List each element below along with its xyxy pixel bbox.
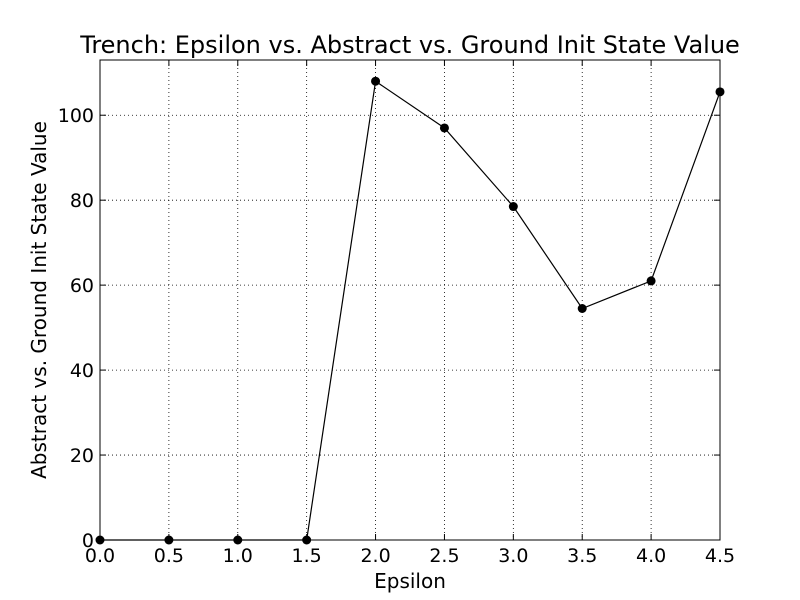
ticks: 0.0 0.5 1.0 1.5 2.0 2.5 3.0 3.5 4.0 4.5 0 20 40 60 80 1… bbox=[58, 60, 735, 567]
series-layer bbox=[95, 76, 725, 545]
grid bbox=[100, 60, 720, 540]
y-tick-label: 20 bbox=[70, 445, 94, 467]
series-line bbox=[100, 80, 721, 541]
x-tick-label: 4.0 bbox=[636, 545, 666, 567]
x-tick-label: 0.5 bbox=[154, 545, 184, 567]
y-tick-label: 80 bbox=[70, 190, 94, 212]
data-point bbox=[646, 276, 656, 286]
x-tick-label: 1.5 bbox=[292, 545, 322, 567]
data-point bbox=[371, 76, 381, 86]
y-tick-label: 60 bbox=[70, 275, 94, 297]
x-tick-label: 0.0 bbox=[85, 545, 115, 567]
x-tick-label: 2.5 bbox=[429, 545, 459, 567]
plot-frame bbox=[99, 59, 721, 541]
y-tick-label: 100 bbox=[58, 105, 94, 127]
data-point bbox=[577, 303, 587, 313]
x-axis-label: Epsilon bbox=[374, 569, 446, 593]
x-tick-label: 1.0 bbox=[223, 545, 253, 567]
chart-title: Trench: Epsilon vs. Abstract vs. Ground … bbox=[79, 31, 740, 59]
x-tick-label: 3.5 bbox=[567, 545, 597, 567]
data-point bbox=[439, 123, 449, 133]
y-axis-label: Abstract vs. Ground Init State Value bbox=[27, 121, 51, 479]
data-point bbox=[508, 202, 518, 212]
x-tick-label: 2.0 bbox=[360, 545, 390, 567]
y-tick-label: 40 bbox=[70, 360, 94, 382]
y-tick-label: 0 bbox=[82, 530, 94, 552]
x-tick-label: 3.0 bbox=[498, 545, 528, 567]
x-tick-label: 4.5 bbox=[705, 545, 735, 567]
